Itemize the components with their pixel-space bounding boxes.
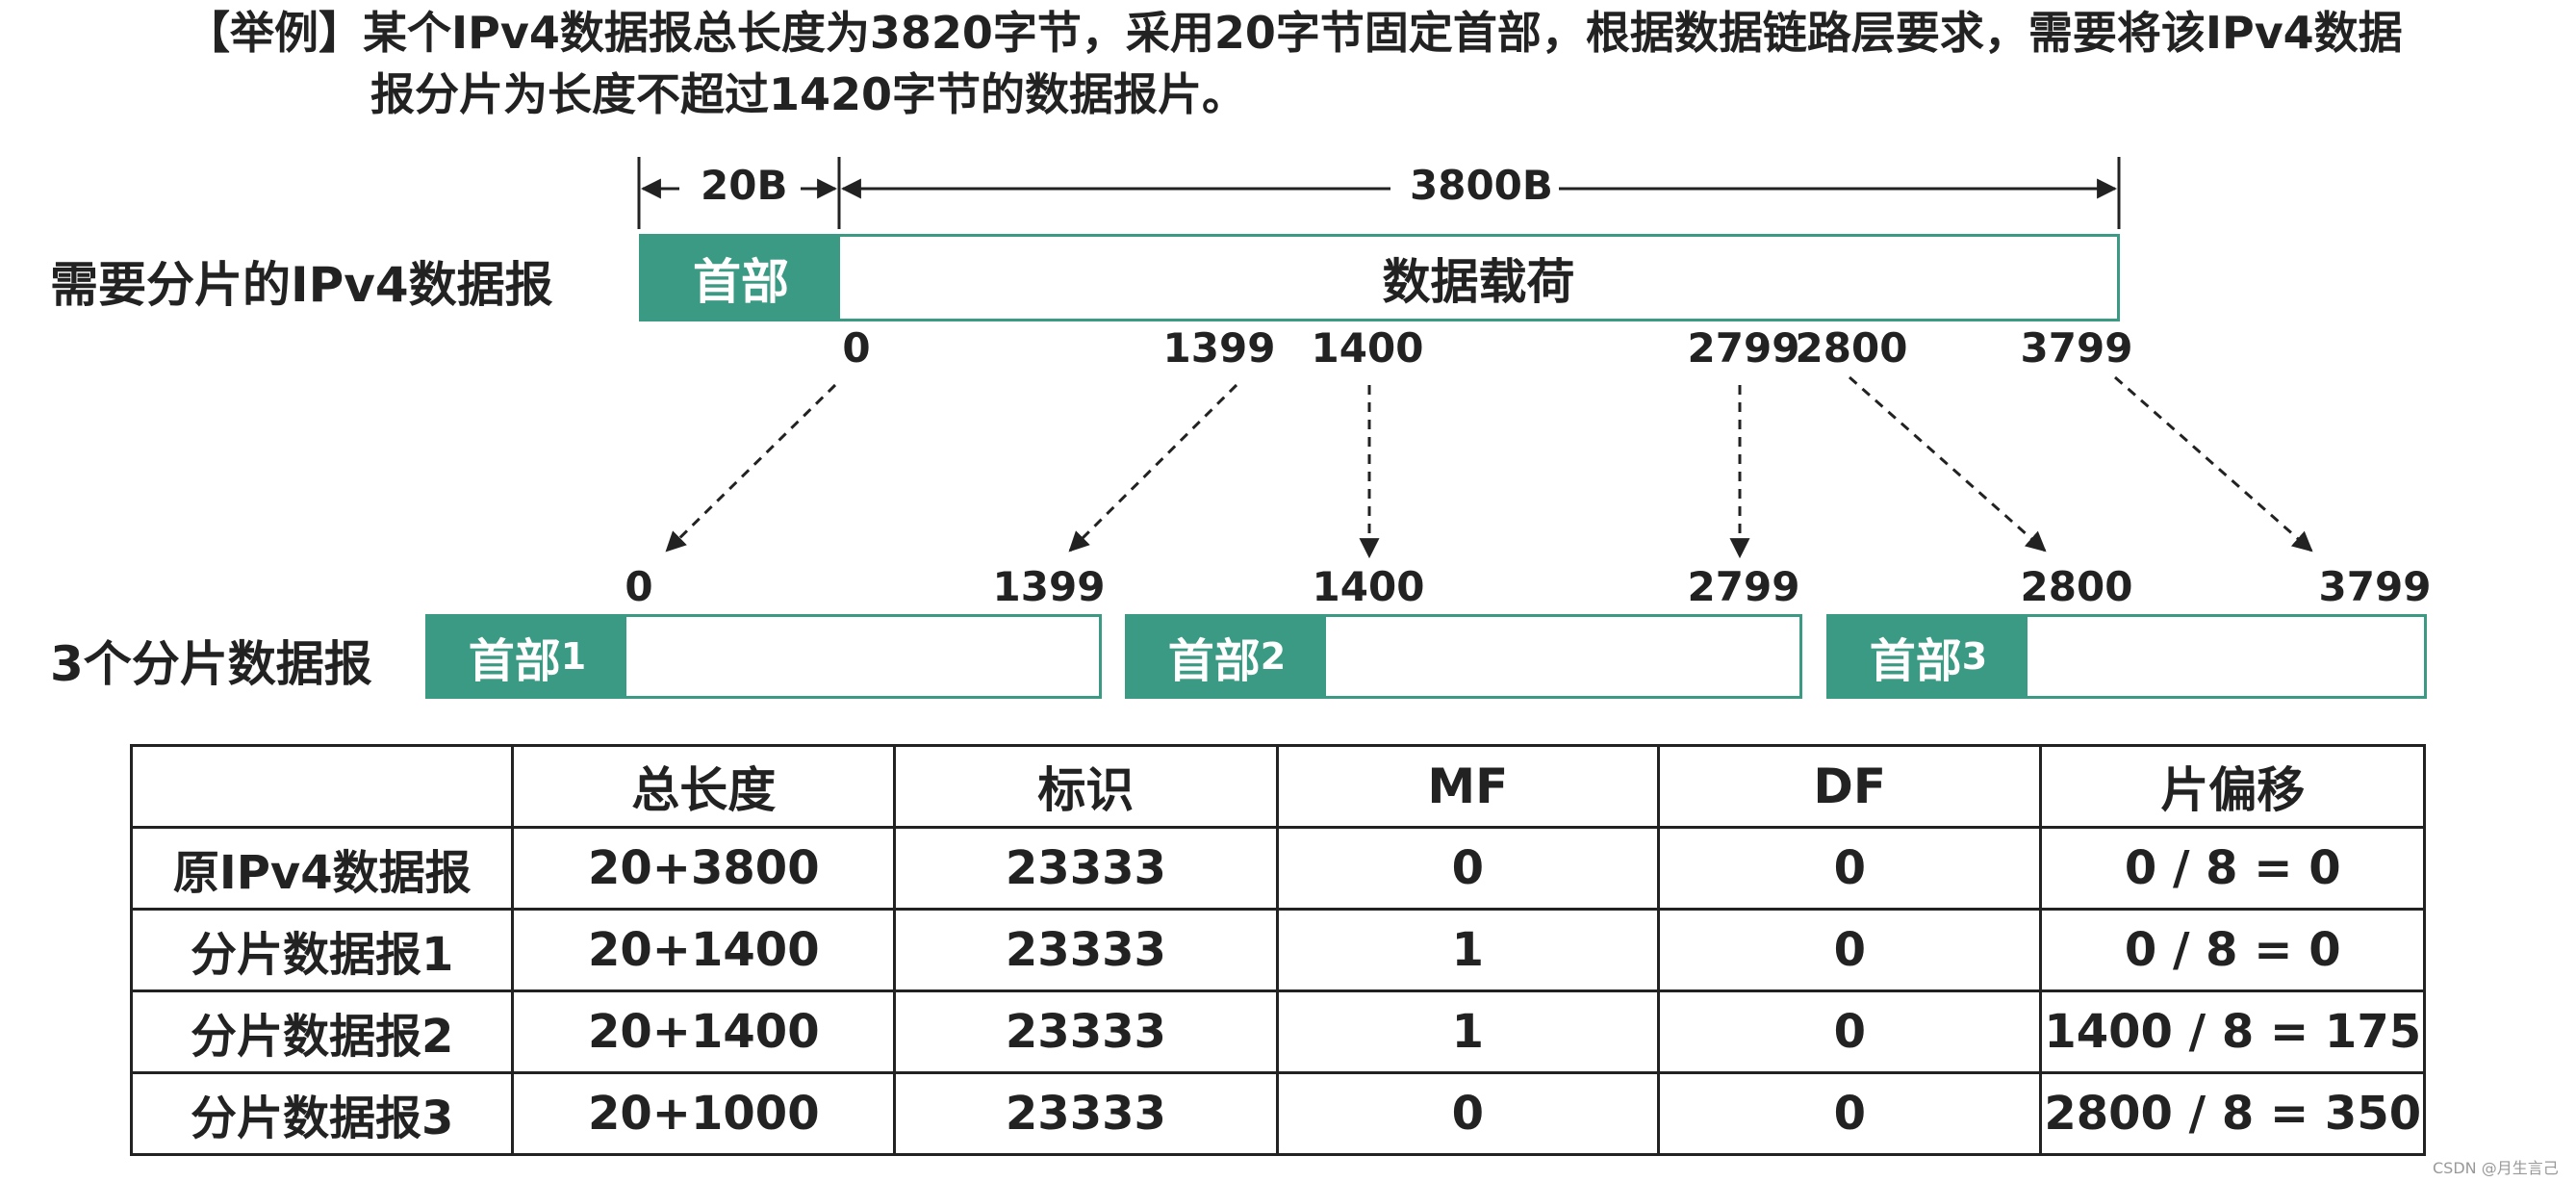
arrow-3799 xyxy=(2114,375,2313,552)
table-cell: 0 / 8 = 0 xyxy=(2039,908,2426,992)
table-cell: 0 xyxy=(1275,826,1661,911)
table-cell: 23333 xyxy=(893,908,1279,992)
arrow-0 xyxy=(665,383,837,552)
column-header-total-length: 总长度 xyxy=(511,744,897,829)
table-cell: 20+1400 xyxy=(511,989,897,1074)
offset-1400: 1400 xyxy=(1311,324,1424,372)
table-cell: 0 xyxy=(1657,989,2043,1074)
table-cell: 23333 xyxy=(893,1071,1279,1156)
fragment-info-table: 总长度 标识 MF DF 片偏移 原IPv4数据报 20+3800 23333 … xyxy=(129,744,2426,1156)
offset-2800: 2800 xyxy=(1795,324,1908,372)
table-row: 分片数据报2 20+1400 23333 1 0 1400 / 8 = 175 xyxy=(129,989,2426,1074)
fragments-label: 3个分片数据报 xyxy=(50,636,372,692)
row-label: 分片数据报1 xyxy=(129,908,515,992)
original-header-block: 首部 xyxy=(642,237,840,319)
dim-label-20b: 20B xyxy=(701,162,788,209)
table-cell: 20+1400 xyxy=(511,908,897,992)
frag3-start: 2800 xyxy=(2020,563,2133,610)
offset-3799: 3799 xyxy=(2020,324,2133,372)
row-label: 分片数据报3 xyxy=(129,1071,515,1156)
original-label: 需要分片的IPv4数据报 xyxy=(50,257,553,313)
frag1-end: 1399 xyxy=(992,563,1106,610)
column-header-identification: 标识 xyxy=(893,744,1279,829)
title-line-2: 报分片为长度不超过1420字节的数据报片。 xyxy=(370,68,1247,120)
row-label: 分片数据报2 xyxy=(129,989,515,1074)
arrow-2800 xyxy=(1849,375,2047,552)
title-line-1: 【举例】某个IPv4数据报总长度为3820字节，采用20字节固定首部，根据数据链… xyxy=(186,7,2403,59)
fragment-1-header: 首部 1 xyxy=(428,617,626,696)
fragment-3-bar: 首部 3 xyxy=(1826,614,2427,699)
table-cell: 20+3800 xyxy=(511,826,897,911)
table-row: 分片数据报3 20+1000 23333 0 0 2800 / 8 = 350 xyxy=(129,1071,2426,1156)
table-cell: 1400 / 8 = 175 xyxy=(2039,989,2426,1074)
original-datagram-bar: 首部 数据载荷 xyxy=(639,234,2120,321)
table-cell: 0 xyxy=(1657,1071,2043,1156)
table-cell: 1 xyxy=(1275,989,1661,1074)
column-header xyxy=(129,744,515,829)
frag3-end: 3799 xyxy=(2318,563,2432,610)
offset-2799: 2799 xyxy=(1687,324,1800,372)
table-cell: 1 xyxy=(1275,908,1661,992)
frag1-start: 0 xyxy=(625,563,653,610)
table-cell: 0 / 8 = 0 xyxy=(2039,826,2426,911)
table-cell: 20+1000 xyxy=(511,1071,897,1156)
offset-1399: 1399 xyxy=(1162,324,1276,372)
watermark: CSDN @月生言己 xyxy=(2433,1159,2559,1177)
dim-label-3800b: 3800B xyxy=(1410,162,1553,209)
fragment-3-header: 首部 3 xyxy=(1829,617,2028,696)
column-header-df: DF xyxy=(1657,744,2043,829)
frag2-start: 1400 xyxy=(1312,563,1425,610)
row-label: 原IPv4数据报 xyxy=(129,826,515,911)
table-row: 分片数据报1 20+1400 23333 1 0 0 / 8 = 0 xyxy=(129,908,2426,992)
arrow-1399 xyxy=(1068,383,1238,552)
table-cell: 23333 xyxy=(893,826,1279,911)
fragment-2-header: 首部 2 xyxy=(1128,617,1326,696)
table-cell: 2800 / 8 = 350 xyxy=(2039,1071,2426,1156)
table-row: 原IPv4数据报 20+3800 23333 0 0 0 / 8 = 0 xyxy=(129,826,2426,911)
offset-0: 0 xyxy=(842,324,871,372)
table-header-row: 总长度 标识 MF DF 片偏移 xyxy=(129,744,2426,829)
column-header-mf: MF xyxy=(1275,744,1661,829)
table-cell: 0 xyxy=(1657,908,2043,992)
table-cell: 0 xyxy=(1657,826,2043,911)
table-cell: 0 xyxy=(1275,1071,1661,1156)
fragment-2-bar: 首部 2 xyxy=(1125,614,1802,699)
table-cell: 23333 xyxy=(893,989,1279,1074)
original-payload-block: 数据载荷 xyxy=(1382,253,1575,310)
column-header-fragment-offset: 片偏移 xyxy=(2039,744,2426,829)
frag2-end: 2799 xyxy=(1687,563,1800,610)
fragment-1-bar: 首部 1 xyxy=(425,614,1102,699)
